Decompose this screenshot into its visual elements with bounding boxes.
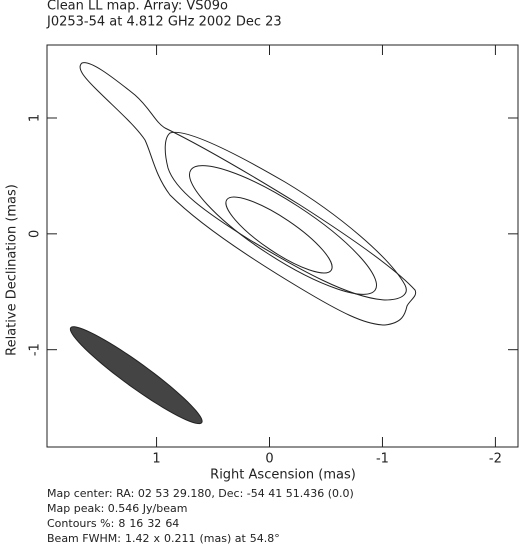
contour [188,165,378,295]
y-tick-label: 0 [28,230,43,238]
map-peak: Map peak: 0.546 Jy/beam [47,502,187,515]
contours-line: Contours %: 8 16 32 64 [47,517,179,530]
contour-level: 32 [147,517,161,530]
beam-unit: (mas) at [199,532,246,545]
beam-major: 1.42 [125,532,150,545]
chart-subtitle: J0253-54 at 4.812 GHz 2002 Dec 23 [46,15,282,30]
contour-level: 16 [129,517,143,530]
y-tick-label: 1 [28,114,43,122]
beam-degree: ° [274,532,280,545]
x-tick-label: 0 [265,452,273,467]
contour-level: 64 [165,517,179,530]
beam-line: Beam FWHM: 1.42 x 0.211 (mas) at 54.8° [47,532,280,545]
plot-frame [46,44,519,448]
chart-title: Clean LL map. Array: VS09o [47,0,228,14]
beam-minor: 0.211 [164,532,196,545]
beam-label: Beam FWHM: [47,532,121,545]
x-tick-label: -2 [489,452,502,467]
beam [69,326,203,425]
contour [79,62,417,326]
contour-level: 8 [118,517,125,530]
y-tick-label: -1 [28,343,43,356]
x-tick-label: 1 [152,452,160,467]
x-axis-label: Right Ascension (mas) [210,468,356,483]
beam-pa: 54.8 [250,532,275,545]
contours-label: Contours %: [47,517,114,530]
contour [225,196,333,274]
y-axis-label: Relative Declination (mas) [5,184,20,356]
x-tick-label: -1 [376,452,389,467]
map-center: Map center: RA: 02 53 29.180, Dec: -54 4… [47,487,354,500]
contour [164,131,407,301]
beam-times: x [153,532,160,545]
